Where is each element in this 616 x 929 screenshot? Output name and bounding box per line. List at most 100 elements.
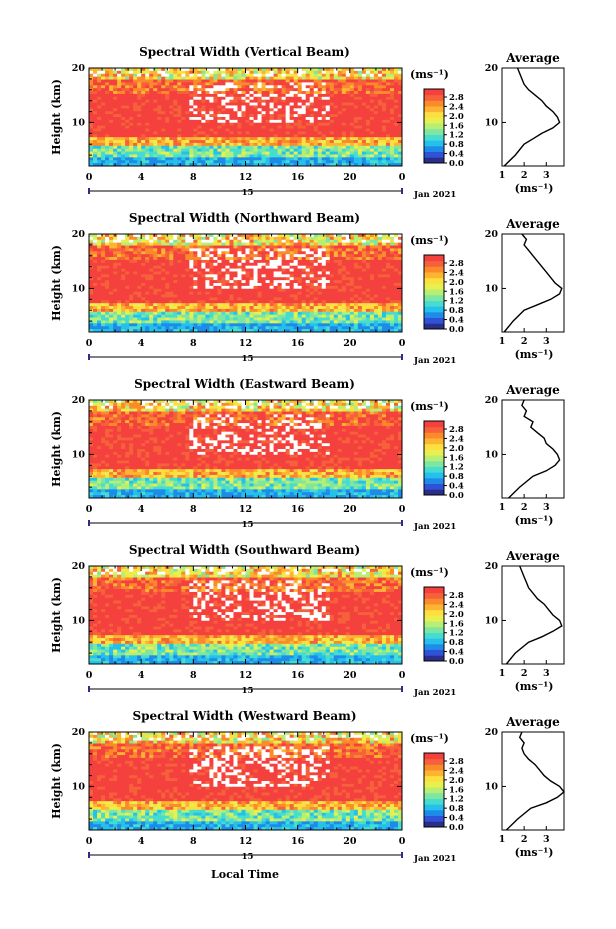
heatmap-cell [133, 137, 138, 141]
heatmap-cell [233, 102, 239, 107]
heatmap-cell [369, 271, 375, 275]
heatmap-cell [269, 114, 275, 118]
heatmap-cell [217, 96, 223, 101]
colorbar-tick-label: 0.0 [449, 159, 464, 169]
heatmap-cell [257, 122, 263, 127]
heatmap-cell [321, 297, 327, 301]
heatmap-cell [393, 157, 399, 161]
heatmap-cell [349, 91, 355, 95]
heatmap-cell [349, 311, 355, 316]
heatmap-cell [105, 251, 110, 255]
heatmap-cell [265, 151, 271, 156]
heatmap-cell [321, 268, 327, 273]
heatmap-cell [361, 294, 367, 299]
heatmap-cell [393, 142, 399, 147]
heatmap-cell [217, 85, 223, 89]
heatmap-cell [397, 239, 402, 244]
heatmap-cell [293, 308, 299, 313]
heatmap-cell [93, 134, 98, 138]
heatmap-cell [97, 70, 102, 75]
heatmap-cell [205, 303, 210, 307]
heatmap-cell [237, 76, 243, 81]
heatmap-cell [129, 288, 134, 293]
heatmap-cell [161, 70, 166, 75]
heatmap-cell [325, 297, 331, 301]
heatmap-cell [261, 160, 267, 164]
heatmap-cell [337, 70, 343, 75]
heatmap-cell [193, 242, 198, 247]
heatmap-cell [325, 131, 331, 135]
heatmap-cell [113, 128, 118, 133]
heatmap-cell [321, 73, 327, 78]
heatmap-cell [273, 283, 279, 287]
heatmap-cell [177, 257, 182, 261]
heatmap-cell [301, 265, 307, 270]
colorbar-segment [424, 157, 444, 164]
heatmap-cell [341, 142, 347, 147]
heatmap-cell [269, 297, 275, 301]
heatmap-cell [137, 297, 142, 301]
heatmap-cell [333, 242, 339, 247]
heatmap-cell [345, 105, 351, 109]
heatmap-cell [365, 111, 371, 115]
heatmap-cell [189, 265, 194, 270]
heatmap-cell [317, 157, 323, 161]
heatmap-cell [381, 262, 387, 267]
heatmap-cell [337, 108, 343, 112]
heatmap-cell [281, 268, 287, 273]
heatmap-cell [289, 157, 295, 161]
heatmap-cell [397, 277, 402, 281]
heatmap-cell [253, 142, 259, 147]
heatmap-cell [181, 88, 186, 92]
heatmap-cell [145, 91, 150, 95]
heatmap-cell [109, 145, 114, 150]
heatmap-cell [337, 82, 343, 86]
heatmap-cell [213, 122, 219, 127]
heatmap-cell [173, 306, 178, 310]
heatmap-cell [365, 291, 371, 296]
heatmap-cell [329, 300, 335, 304]
heatmap-cell [389, 242, 395, 247]
heatmap-cell [129, 117, 134, 121]
heatmap-cell [253, 234, 259, 238]
heatmap-cell [269, 254, 275, 258]
heatmap-cell [321, 119, 327, 124]
heatmap-cell [105, 148, 110, 153]
heatmap-cell [373, 308, 379, 313]
heatmap-cell [289, 154, 295, 158]
heatmap-cell [221, 242, 227, 247]
heatmap-cell [373, 91, 379, 95]
heatmap-cell [233, 262, 239, 267]
heatmap-cell [389, 137, 395, 141]
heatmap-cell [125, 85, 130, 89]
heatmap-cell [197, 160, 202, 164]
heatmap-cell [309, 102, 315, 107]
heatmap-cell [365, 131, 371, 135]
heatmap-cell [333, 154, 339, 158]
heatmap-cell [261, 111, 267, 115]
heatmap-cell [389, 145, 395, 150]
heatmap-cell [201, 259, 206, 264]
heatmap-cell [337, 125, 343, 130]
heatmap-cell [201, 93, 206, 98]
heatmap-cell [165, 82, 170, 86]
heatmap-cell [137, 268, 142, 273]
heatmap-cell [181, 271, 186, 275]
heatmap-cell [277, 93, 283, 98]
heatmap-cell [181, 288, 186, 293]
heatmap-cell [189, 280, 194, 284]
heatmap-cell [289, 111, 295, 115]
heatmap-cell [285, 142, 291, 147]
heatmap-cell [341, 294, 347, 299]
heatmap-cell [145, 117, 150, 121]
heatmap-cell [365, 128, 371, 133]
heatmap-cell [213, 125, 219, 130]
heatmap-cell [197, 96, 202, 101]
heatmap-cell [301, 119, 307, 124]
heatmap-cell [349, 257, 355, 261]
heatmap-cell [125, 280, 130, 284]
heatmap-cell [249, 274, 255, 278]
heatmap-cell [193, 111, 198, 115]
heatmap-cell [189, 308, 194, 313]
heatmap-cell [209, 119, 214, 124]
